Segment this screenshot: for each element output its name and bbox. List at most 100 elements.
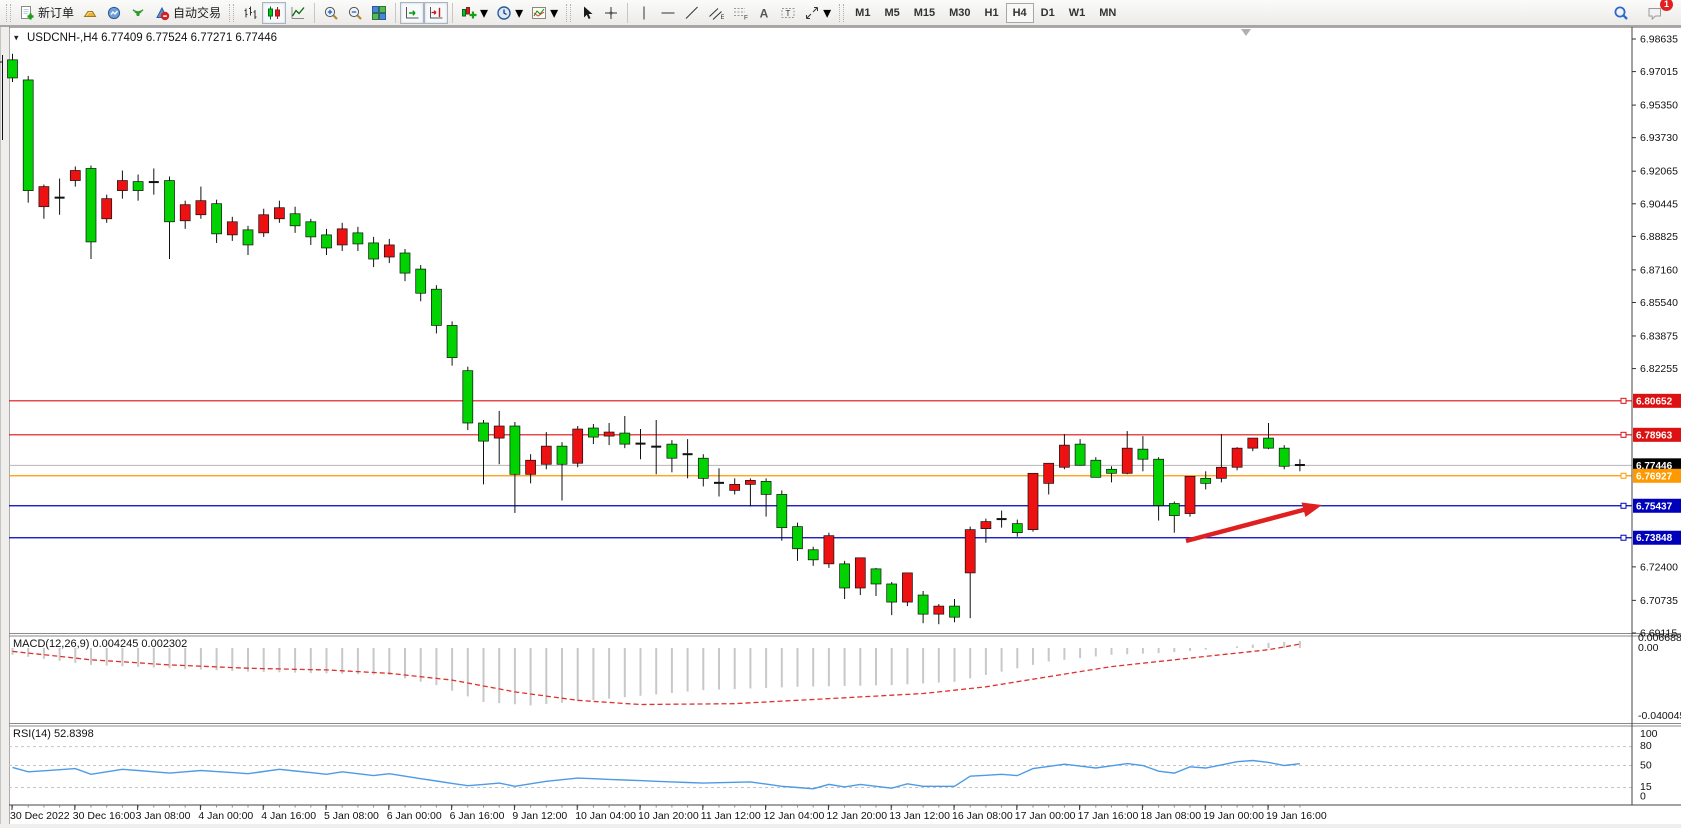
doji-candle (1294, 463, 1305, 466)
candlestick (226, 221, 238, 236)
price-tick-label: 6.87160 (1640, 264, 1678, 276)
hline-button[interactable] (656, 2, 680, 24)
trend-arrow-head[interactable] (1301, 502, 1323, 518)
bars-chart-button[interactable] (238, 2, 262, 24)
channel-button[interactable]: E (704, 2, 728, 24)
candlestick (1090, 459, 1102, 478)
macd-pane[interactable]: MACD(12,26,9) 0.004245 0.002302 (11, 638, 1301, 706)
toolbar-drag-handle[interactable] (6, 3, 11, 22)
time-axis-label: 16 Jan 08:00 (952, 810, 1013, 822)
doji-candle (714, 481, 724, 484)
fibonacci-button[interactable]: F (728, 2, 752, 24)
candlestick (572, 428, 584, 464)
signals-button[interactable] (126, 2, 150, 24)
cursor-button[interactable] (575, 2, 599, 24)
chart-shift-button[interactable] (424, 1, 449, 24)
rsi-axis-label: 15 (1640, 781, 1652, 793)
candlestick (211, 203, 222, 235)
price-line-badge (1633, 498, 1681, 513)
rsi-axis-label: 100 (1640, 728, 1658, 740)
price-line-handle[interactable] (1620, 397, 1627, 404)
price-tick-label: 6.93730 (1640, 132, 1678, 144)
doji-candle (148, 181, 159, 184)
time-axis-label: 19 Jan 00:00 (1203, 810, 1264, 822)
toolbar-separator (314, 2, 316, 23)
rsi-pane[interactable]: RSI(14) 52.8398 (9, 728, 1632, 790)
candlestick (415, 268, 427, 294)
trend-arrow-line[interactable] (1185, 507, 1306, 544)
chart-shift-marker[interactable] (1241, 29, 1251, 36)
price-line-badge (1633, 530, 1681, 545)
tile-windows-button[interactable] (367, 2, 391, 24)
price-line-handle[interactable] (1620, 502, 1627, 509)
timeframe-button-M5[interactable]: M5 (884, 6, 900, 19)
timeframe-button-M30[interactable]: M30 (949, 6, 971, 19)
price-line-handle[interactable] (1620, 534, 1627, 541)
timeframe-button-H4[interactable]: H4 (1005, 2, 1034, 23)
toolbar-drag-handle[interactable] (839, 3, 845, 22)
auto-scroll-button[interactable] (400, 1, 425, 24)
zoom-in-button[interactable] (319, 2, 343, 24)
templates-button[interactable]: ▾ (527, 2, 562, 24)
candlestick (368, 242, 379, 260)
candlestick (556, 445, 568, 465)
macd-axis-label: 0.006688 (1638, 632, 1681, 644)
candlestick (305, 221, 317, 238)
line-chart-button[interactable] (286, 2, 310, 24)
timeframe-button-D1[interactable]: D1 (1040, 6, 1055, 19)
doji-candle (635, 442, 646, 445)
crosshair-button[interactable] (599, 2, 623, 24)
candlestick (1247, 437, 1259, 449)
price-tick-label: 6.90445 (1640, 198, 1678, 210)
timeframe-button-M15[interactable]: M15 (913, 6, 936, 19)
timeframe-button-W1[interactable]: W1 (1068, 6, 1086, 19)
candlestick (917, 594, 929, 615)
price-axis[interactable]: 6.98635 6.97015 6.95350 6.93730 6.92065 6.904… (1631, 27, 1681, 805)
toolbar-right-cluster: 1 (1609, 0, 1673, 24)
svg-text:A: A (760, 6, 769, 20)
candlestick (1027, 472, 1039, 530)
candlestick (1216, 466, 1227, 479)
time-axis-label: 10 Jan 04:00 (575, 810, 636, 822)
price-tick-label: 6.88825 (1640, 231, 1678, 243)
candlestick (493, 425, 505, 439)
candlestick (258, 214, 270, 234)
chart-window[interactable]: MACD(12,26,9) 0.004245 0.002302 RSI(14) 5… (0, 26, 1681, 828)
arrows-button[interactable]: ▾ (800, 2, 835, 24)
time-axis-label: 30 Dec 2022 (10, 810, 70, 822)
toolbar-drag-handle[interactable] (229, 3, 235, 22)
algo-trading-button[interactable]: 自动交易 (150, 2, 225, 24)
trendline-button[interactable] (680, 2, 704, 24)
periods-clock-button[interactable]: ▾ (492, 2, 527, 24)
text-button[interactable]: A (752, 2, 776, 24)
chat-icon (1648, 7, 1661, 20)
market-button[interactable] (78, 2, 102, 24)
price-line-handle[interactable] (1620, 472, 1627, 479)
price-line-badge (1633, 427, 1681, 442)
candlestick (1278, 447, 1290, 467)
toolbar-drag-handle[interactable] (566, 3, 572, 22)
price-tick-label: 6.70735 (1640, 595, 1678, 607)
candles-chart-button[interactable] (262, 1, 287, 24)
timeframe-button-MN[interactable]: MN (1099, 6, 1117, 19)
new-chart-button[interactable]: ▾ (457, 2, 492, 24)
label-button[interactable]: T (776, 2, 800, 24)
dom-button[interactable] (102, 2, 126, 24)
zoom-out-button[interactable] (343, 2, 367, 24)
doji-candle (54, 196, 65, 199)
search-button[interactable] (1609, 2, 1633, 24)
new-order-button[interactable]: 新订单 (15, 2, 78, 24)
vline-button[interactable] (632, 2, 656, 24)
line-chart-icon (291, 6, 305, 19)
chevron-down-icon: ▾ (480, 4, 489, 22)
candlestick (1074, 443, 1086, 466)
timeframe-button-H1[interactable]: H1 (984, 6, 999, 19)
chevron-down-icon: ▾ (823, 4, 832, 22)
candlestick (760, 481, 772, 495)
price-line-handle[interactable] (1620, 431, 1627, 438)
notifications-button[interactable]: 1 (1643, 0, 1673, 24)
price-pane[interactable] (0, 29, 1632, 625)
timeframe-button-M1[interactable]: M1 (855, 6, 871, 19)
time-axis[interactable]: 30 Dec 2022 30 Dec 16:00 3 Jan 08:00 4 Jan … (9, 804, 1681, 822)
templates-icon (532, 6, 547, 19)
